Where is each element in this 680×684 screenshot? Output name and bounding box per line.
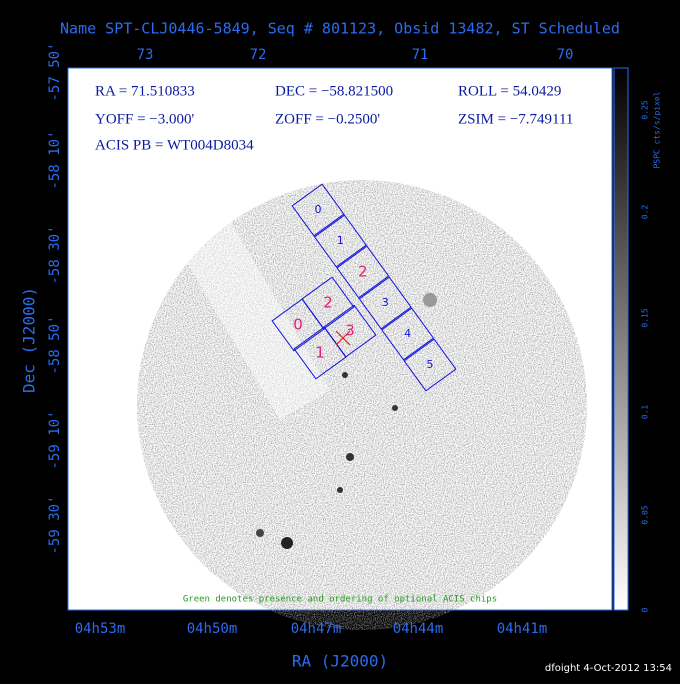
- colorbar: [613, 67, 629, 611]
- chip: [291, 183, 345, 237]
- chip-label: 0: [315, 203, 322, 216]
- chip-label: 2: [358, 263, 368, 281]
- acis-i-array: 01 23: [271, 276, 377, 380]
- chip: [313, 214, 367, 268]
- bottom-tick-label: 04h50m: [187, 621, 238, 637]
- left-tick-label: -59 10': [47, 410, 63, 469]
- chip-label: 2: [323, 294, 333, 312]
- colorbar-tick-label: 0.15: [641, 308, 650, 327]
- top-tick-label: 73: [137, 47, 154, 63]
- bottom-tick-label: 04h53m: [75, 621, 126, 637]
- chip: [323, 304, 377, 358]
- sky-image: [137, 180, 587, 630]
- colorbar-tick-label: 0.1: [641, 405, 650, 420]
- top-tick-label: 71: [412, 47, 429, 63]
- top-tick-label: 72: [250, 47, 267, 63]
- colorbar-tick-label: 0.05: [641, 505, 650, 524]
- left-tick-label: -59 30': [47, 495, 63, 554]
- info-ra: RA = 71.510833: [95, 83, 195, 99]
- bottom-tick-label: 04h47m: [291, 621, 342, 637]
- footer: dfoight 4-Oct-2012 13:54: [545, 663, 672, 674]
- colorbar-tick-label: 0: [641, 607, 650, 612]
- left-tick-label: -58 10': [47, 130, 63, 189]
- colorbar-label: PSPC cts/s/pixel: [653, 91, 662, 168]
- bottom-tick-label: 04h44m: [393, 621, 444, 637]
- top-tick-label: 70: [557, 47, 574, 63]
- chip-label: 0: [293, 316, 303, 334]
- info-zsim: ZSIM = −7.749111: [458, 111, 573, 127]
- chip: [381, 307, 435, 361]
- info-zoff: ZOFF = −0.2500': [275, 111, 380, 127]
- info-roll: ROLL = 54.0429: [458, 83, 561, 99]
- left-tick-label: -58 30': [47, 225, 63, 284]
- colorbar-tick-label: 0.25: [641, 100, 650, 119]
- aimpoint: [335, 330, 351, 346]
- info-dec: DEC = −58.821500: [275, 83, 393, 99]
- info-acis-pb: ACIS PB = WT004D8034: [95, 137, 254, 153]
- chip: [358, 276, 412, 330]
- title: Name SPT-CLJ0446-5849, Seq # 801123, Obs…: [60, 20, 620, 38]
- chip-label: 4: [404, 327, 411, 340]
- colorbar-tick-label: 0.2: [641, 205, 650, 220]
- x-axis-label: RA (J2000): [292, 652, 388, 671]
- chip-label: 5: [427, 358, 434, 371]
- y-axis-label: Dec (J2000): [20, 287, 39, 393]
- left-tick-label: -58 50': [47, 315, 63, 374]
- chip: [336, 245, 390, 299]
- left-tick-label: -57 50': [47, 42, 63, 101]
- chip: [403, 338, 457, 392]
- chip-label: 1: [315, 344, 325, 362]
- chip-label: 3: [382, 296, 389, 309]
- chip-label: 1: [337, 234, 344, 247]
- chip: [301, 276, 355, 330]
- note: Green denotes presence and ordering of o…: [183, 595, 497, 605]
- chip-label: 3: [345, 322, 355, 340]
- info-yoff: YOFF = −3.000': [95, 111, 195, 127]
- bottom-tick-label: 04h41m: [497, 621, 548, 637]
